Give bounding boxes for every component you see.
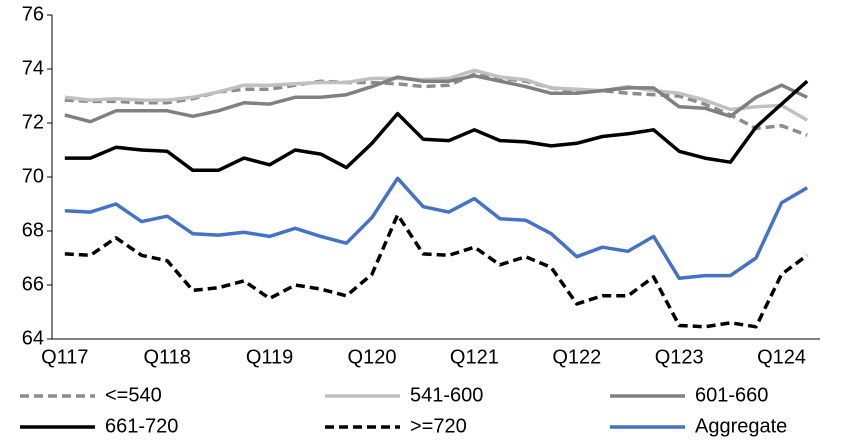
- x-tick-label: Q117: [41, 346, 88, 368]
- y-tick-label: 76: [22, 3, 44, 25]
- y-tick-label: 74: [22, 57, 44, 79]
- series-line: [64, 79, 809, 173]
- legend-label: 601-660: [695, 384, 768, 406]
- legend-label: 661-720: [105, 415, 178, 437]
- series-line: [64, 74, 808, 124]
- x-tick-label: Q123: [655, 346, 704, 368]
- series-line: [64, 72, 808, 137]
- legend-label: 541-600: [410, 384, 483, 406]
- legend-label: Aggregate: [695, 415, 787, 437]
- x-tick-label: Q120: [348, 346, 397, 368]
- y-tick-label: 68: [22, 219, 44, 241]
- x-tick-label: Q119: [246, 346, 293, 368]
- series-line: [64, 68, 809, 122]
- x-tick-label: Q118: [143, 346, 190, 368]
- y-tick-label: 66: [22, 273, 44, 295]
- x-tick-label: Q122: [552, 346, 601, 368]
- series-line: [64, 176, 809, 281]
- x-tick-label: Q124: [757, 346, 806, 368]
- y-tick-label: 64: [22, 327, 44, 349]
- y-tick-label: 70: [22, 165, 44, 187]
- legend-label: >=720: [410, 415, 467, 437]
- x-tick-label: Q121: [450, 346, 499, 368]
- legend-label: <=540: [105, 384, 162, 406]
- y-tick-label: 72: [22, 111, 44, 133]
- series-line: [64, 213, 809, 329]
